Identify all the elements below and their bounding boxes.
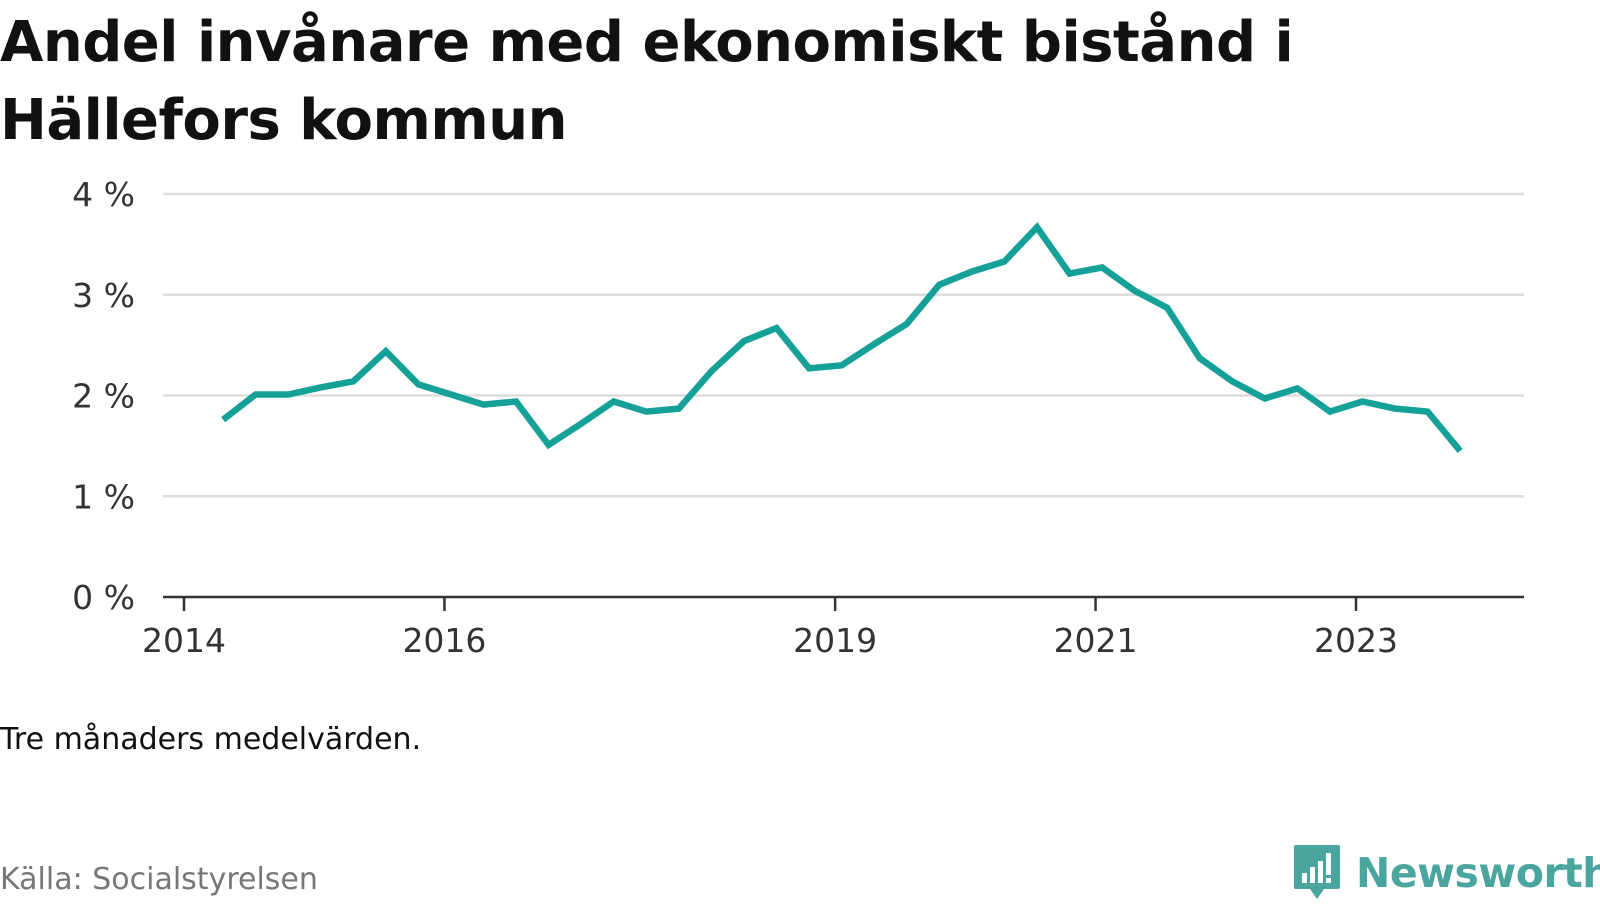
- x-tick-label: 2019: [793, 621, 877, 660]
- source-credit: Källa: Socialstyrelsen: [0, 862, 318, 897]
- chart-note: Tre månaders medelvärden.: [0, 722, 422, 757]
- chart-title: Andel invånare med ekonomiskt bistånd i …: [0, 10, 1294, 153]
- y-tick-label: 1 %: [72, 477, 135, 516]
- series-line: [221, 222, 1463, 453]
- gridlines: [163, 192, 1524, 498]
- brand-name: Newsworthy: [1356, 849, 1600, 897]
- newsworthy-logo-icon: [1294, 845, 1340, 899]
- x-axis: 2014 2016 2019 2021 2023: [142, 595, 1524, 660]
- x-tick-label: 2014: [142, 621, 226, 660]
- x-tick-label: 2021: [1054, 621, 1138, 660]
- y-tick-label: 2 %: [72, 377, 135, 416]
- y-axis-ticks: 0 % 1 % 2 % 3 % 4 %: [72, 175, 135, 617]
- series-layer: [221, 222, 1463, 453]
- y-tick-label: 4 %: [72, 175, 135, 214]
- x-tick-label: 2023: [1314, 621, 1398, 660]
- x-tick-label: 2016: [402, 621, 486, 660]
- newsworthy-logo[interactable]: Newsworthy: [1292, 842, 1600, 904]
- y-tick-label: 3 %: [72, 276, 135, 315]
- y-tick-label: 0 %: [72, 578, 135, 617]
